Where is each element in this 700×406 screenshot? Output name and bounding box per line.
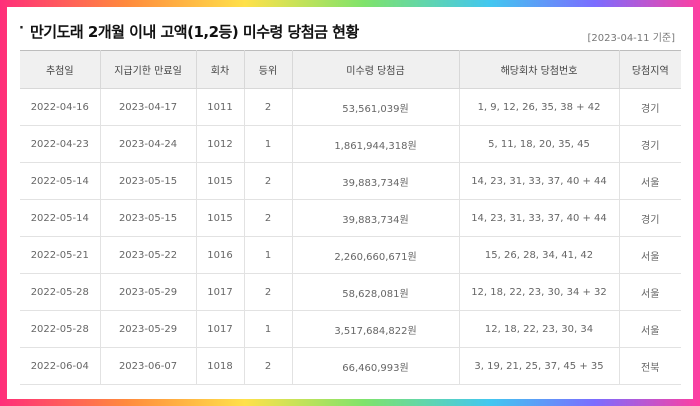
cell-region: 서울 (618, 162, 681, 200)
cell-winning-numbers: 12, 18, 22, 23, 30, 34 (458, 310, 620, 348)
cell-rank: 1 (243, 236, 293, 274)
col-header-draw-date: 추첨일 (20, 50, 101, 89)
cell-rank: 1 (243, 125, 293, 163)
cell-unclaimed-amount: 53,561,039원 (291, 88, 460, 126)
cell-region: 서울 (618, 310, 681, 348)
cell-winning-numbers: 12, 18, 22, 23, 30, 34 + 32 (458, 273, 620, 311)
cell-winning-numbers: 15, 26, 28, 34, 41, 42 (458, 236, 620, 274)
section-header: · 만기도래 2개월 이내 고액(1,2등) 미수령 당첨금 현황 [2023-… (19, 19, 681, 44)
unclaimed-prize-table: 추첨일 지급기한 만료일 회차 등위 미수령 당첨금 해당회차 당첨번호 당첨지… (20, 50, 681, 385)
cell-unclaimed-amount: 3,517,684,822원 (291, 310, 460, 348)
cell-expiry-date: 2023-05-15 (99, 162, 197, 200)
cell-draw-date: 2022-05-14 (20, 199, 101, 237)
cell-unclaimed-amount: 2,260,660,671원 (291, 236, 460, 274)
cell-draw-date: 2022-04-23 (20, 125, 101, 163)
cell-region: 경기 (618, 199, 681, 237)
cell-unclaimed-amount: 1,861,944,318원 (291, 125, 460, 163)
as-of-date: [2023-04-11 기준] (587, 33, 676, 44)
table-row: 2022-05-14 2023-05-15 1015 2 39,883,734원… (20, 162, 681, 200)
cell-round: 1016 (195, 236, 245, 274)
col-header-expiry-date: 지급기한 만료일 (99, 50, 197, 89)
cell-round: 1015 (195, 199, 245, 237)
cell-region: 경기 (618, 125, 681, 163)
cell-round: 1017 (195, 310, 245, 348)
cell-unclaimed-amount: 58,628,081원 (291, 273, 460, 311)
cell-winning-numbers: 14, 23, 31, 33, 37, 40 + 44 (458, 162, 620, 200)
table-row: 2022-05-21 2023-05-22 1016 1 2,260,660,6… (20, 236, 681, 274)
page-frame: · 만기도래 2개월 이내 고액(1,2등) 미수령 당첨금 현황 [2023-… (7, 7, 693, 399)
cell-winning-numbers: 1, 9, 12, 26, 35, 38 + 42 (458, 88, 620, 126)
cell-winning-numbers: 5, 11, 18, 20, 35, 45 (458, 125, 620, 163)
cell-region: 서울 (618, 236, 681, 274)
cell-round: 1012 (195, 125, 245, 163)
cell-round: 1017 (195, 273, 245, 311)
cell-round: 1015 (195, 162, 245, 200)
table-row: 2022-05-28 2023-05-29 1017 1 3,517,684,8… (20, 310, 681, 348)
cell-rank: 2 (243, 273, 293, 311)
cell-rank: 2 (243, 88, 293, 126)
cell-winning-numbers: 3, 19, 21, 25, 37, 45 + 35 (458, 347, 620, 385)
cell-expiry-date: 2023-05-22 (99, 236, 197, 274)
cell-rank: 1 (243, 310, 293, 348)
col-header-winning-numbers: 해당회차 당첨번호 (458, 50, 620, 89)
table-row: 2022-06-04 2023-06-07 1018 2 66,460,993원… (20, 347, 681, 385)
cell-winning-numbers: 14, 23, 31, 33, 37, 40 + 44 (458, 199, 620, 237)
table-row: 2022-04-23 2023-04-24 1012 1 1,861,944,3… (20, 125, 681, 163)
col-header-rank: 등위 (243, 50, 293, 89)
cell-round: 1018 (195, 347, 245, 385)
cell-expiry-date: 2023-05-15 (99, 199, 197, 237)
table-row: 2022-05-14 2023-05-15 1015 2 39,883,734원… (20, 199, 681, 237)
cell-draw-date: 2022-05-28 (20, 310, 101, 348)
col-header-region: 당첨지역 (618, 50, 681, 89)
cell-region: 서울 (618, 273, 681, 311)
cell-unclaimed-amount: 39,883,734원 (291, 162, 460, 200)
cell-draw-date: 2022-05-21 (20, 236, 101, 274)
cell-expiry-date: 2023-05-29 (99, 273, 197, 311)
cell-expiry-date: 2023-05-29 (99, 310, 197, 348)
cell-rank: 2 (243, 347, 293, 385)
cell-expiry-date: 2023-04-17 (99, 88, 197, 126)
cell-expiry-date: 2023-04-24 (99, 125, 197, 163)
table-row: 2022-05-28 2023-05-29 1017 2 58,628,081원… (20, 273, 681, 311)
cell-draw-date: 2022-05-14 (20, 162, 101, 200)
cell-region: 전북 (618, 347, 681, 385)
cell-round: 1011 (195, 88, 245, 126)
cell-unclaimed-amount: 39,883,734원 (291, 199, 460, 237)
cell-region: 경기 (618, 88, 681, 126)
cell-rank: 2 (243, 162, 293, 200)
cell-expiry-date: 2023-06-07 (99, 347, 197, 385)
col-header-unclaimed-amount: 미수령 당첨금 (291, 50, 460, 89)
cell-unclaimed-amount: 66,460,993원 (291, 347, 460, 385)
cell-draw-date: 2022-06-04 (20, 347, 101, 385)
cell-rank: 2 (243, 199, 293, 237)
col-header-round: 회차 (195, 50, 245, 89)
bullet-icon: · (19, 21, 24, 36)
cell-draw-date: 2022-05-28 (20, 273, 101, 311)
cell-draw-date: 2022-04-16 (20, 88, 101, 126)
table-row: 2022-04-16 2023-04-17 1011 2 53,561,039원… (20, 88, 681, 126)
page-title: 만기도래 2개월 이내 고액(1,2등) 미수령 당첨금 현황 (30, 23, 359, 41)
table-header-row: 추첨일 지급기한 만료일 회차 등위 미수령 당첨금 해당회차 당첨번호 당첨지… (20, 50, 681, 89)
